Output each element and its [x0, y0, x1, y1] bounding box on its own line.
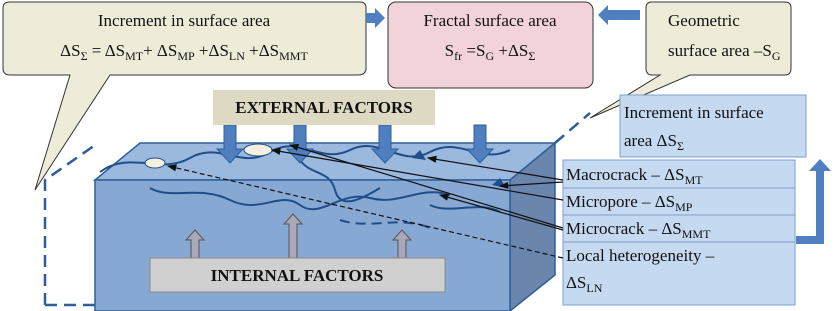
arrow [796, 159, 831, 244]
external-factors: EXTERNAL FACTORS [235, 98, 412, 117]
subscript: Σ [528, 49, 535, 63]
pore [145, 158, 165, 168]
text-line: Micropore – ΔSMP [566, 192, 693, 214]
subscript: LN [229, 49, 245, 63]
text-line: Macrocrack – ΔSMT [566, 165, 703, 187]
internal-factors: INTERNAL FACTORS [211, 266, 384, 285]
text-part: =S [462, 41, 485, 60]
diagram: EXTERNAL FACTORS INTERNAL FACTORS Increm… [0, 0, 836, 311]
subscript: MT [125, 49, 144, 63]
text-part: Macrocrack – ΔS [566, 165, 685, 184]
text-line: surface area –SG [668, 41, 781, 63]
text-part: Micropore – ΔS [566, 192, 675, 211]
text-line: Local heterogeneity – [566, 246, 715, 265]
text-part: +ΔS [245, 41, 279, 60]
dashed-outline [45, 143, 98, 305]
subscript: MMT [279, 49, 308, 63]
subscript: MP [675, 200, 693, 214]
text-part: area ΔS [624, 131, 677, 150]
text-part: +ΔS [494, 41, 528, 60]
subscript: MP [177, 49, 195, 63]
text-part: = ΔS [88, 41, 126, 60]
subscript: fr [454, 49, 462, 63]
pore [244, 144, 272, 156]
subscript: MMT [682, 227, 711, 241]
text-line: Fractal surface area [423, 11, 557, 30]
text-part: + ΔS [143, 41, 177, 60]
subscript: MT [685, 173, 704, 187]
text-part: Local heterogeneity – [566, 246, 715, 265]
text-line: Increment in surface [624, 103, 764, 122]
text-part: ΔS [566, 273, 586, 292]
text-part: Microcrack – ΔS [566, 219, 682, 238]
text-part: ΔS [60, 41, 80, 60]
subscript: G [485, 49, 494, 63]
arrow [598, 5, 640, 25]
text-part: surface area –S [668, 41, 772, 60]
arrow [366, 8, 385, 28]
subscript: G [772, 49, 781, 63]
subscript: Σ [677, 139, 684, 153]
dashed-outline [555, 113, 590, 143]
text-line: area ΔSΣ [624, 131, 684, 153]
subscript: Σ [81, 49, 88, 63]
subscript: LN [586, 281, 602, 295]
text-part: S [445, 41, 454, 60]
text-line: Increment in surface area [98, 11, 271, 30]
text-part: +ΔS [195, 41, 229, 60]
text-line: Geometric [668, 11, 740, 30]
